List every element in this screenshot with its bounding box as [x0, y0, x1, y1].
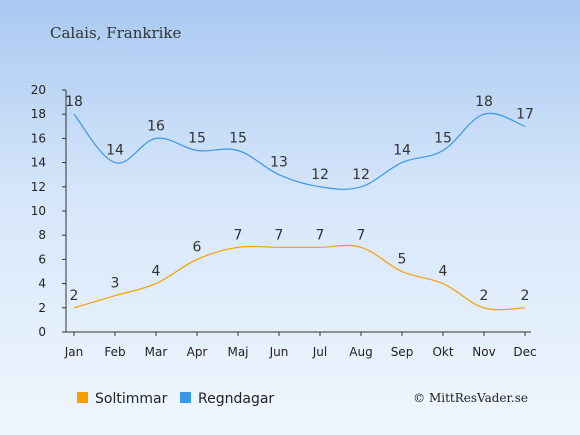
- data-label-soltimmar: 4: [152, 264, 161, 280]
- x-tick-label: Jan: [64, 345, 84, 359]
- y-tick-label: 12: [31, 180, 46, 194]
- data-label-regndagar: 18: [65, 94, 83, 110]
- data-label-soltimmar: 4: [439, 264, 448, 280]
- data-label-regndagar: 18: [475, 94, 493, 110]
- data-label-regndagar: 14: [106, 143, 124, 159]
- data-label-soltimmar: 7: [357, 227, 366, 243]
- y-tick-label: 6: [38, 252, 46, 266]
- y-tick-label: 4: [38, 277, 46, 291]
- y-tick-label: 10: [31, 204, 46, 218]
- data-label-regndagar: 12: [311, 167, 329, 183]
- data-label-regndagar: 12: [352, 167, 370, 183]
- data-label-soltimmar: 3: [111, 276, 120, 292]
- chart-title: Calais, Frankrike: [50, 24, 182, 42]
- x-tick-label: Dec: [513, 345, 536, 359]
- y-tick-label: 16: [31, 131, 46, 145]
- x-tick-label: Nov: [472, 345, 495, 359]
- y-tick-label: 14: [31, 156, 46, 170]
- series-line-regndagar: [73, 112, 526, 190]
- data-label-soltimmar: 6: [193, 239, 202, 255]
- x-tick-label: Aug: [349, 345, 372, 359]
- data-label-soltimmar: 2: [480, 288, 489, 304]
- x-tick-label: Okt: [432, 345, 453, 359]
- y-tick-label: 20: [31, 83, 46, 97]
- legend-label-soltimmar: Soltimmar: [95, 391, 168, 407]
- legend-label-regndagar: Regndagar: [198, 391, 274, 407]
- y-tick-label: 8: [38, 228, 46, 242]
- legend-swatch-soltimmar: [77, 392, 88, 403]
- data-label-soltimmar: 2: [70, 288, 79, 304]
- x-tick-label: Jun: [269, 345, 289, 359]
- y-tick-label: 18: [31, 107, 46, 121]
- data-label-soltimmar: 5: [398, 252, 407, 268]
- y-tick-label: 0: [38, 325, 46, 339]
- data-label-regndagar: 13: [270, 155, 288, 171]
- series-line-soltimmar: [73, 244, 526, 311]
- data-label-soltimmar: 7: [275, 227, 284, 243]
- y-tick-label: 2: [38, 301, 46, 315]
- data-label-soltimmar: 7: [234, 227, 243, 243]
- data-label-soltimmar: 7: [316, 227, 325, 243]
- x-tick-label: Jul: [312, 345, 327, 359]
- data-label-regndagar: 17: [516, 106, 534, 122]
- data-label-regndagar: 16: [147, 118, 165, 134]
- data-label-regndagar: 14: [393, 143, 411, 159]
- data-label-regndagar: 15: [229, 131, 247, 147]
- credit-text: © MittResVader.se: [413, 391, 528, 405]
- x-tick-label: Sep: [391, 345, 414, 359]
- data-label-soltimmar: 2: [521, 288, 530, 304]
- legend: Soltimmar Regndagar: [77, 391, 274, 407]
- x-tick-label: Apr: [187, 345, 208, 359]
- series-layer: [73, 112, 526, 311]
- x-tick-label: Maj: [227, 345, 248, 359]
- x-tick-label: Feb: [104, 345, 125, 359]
- data-label-regndagar: 15: [434, 131, 452, 147]
- data-label-regndagar: 15: [188, 131, 206, 147]
- x-tick-label: Mar: [145, 345, 168, 359]
- legend-swatch-regndagar: [180, 392, 191, 403]
- chart-axes: 0 2 4 6 8 10 12 14 16 18 20 Jan Feb Mar Apr Maj Jun Jul Au…: [31, 83, 537, 359]
